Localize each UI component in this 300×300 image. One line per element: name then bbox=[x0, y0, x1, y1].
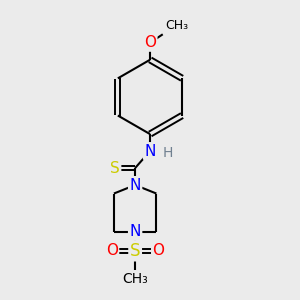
Text: CH₃: CH₃ bbox=[122, 272, 148, 286]
Text: N: N bbox=[130, 178, 141, 193]
Text: H: H bbox=[163, 146, 173, 160]
Text: O: O bbox=[106, 243, 118, 258]
Text: N: N bbox=[130, 224, 141, 239]
Text: S: S bbox=[130, 242, 140, 260]
Text: CH₃: CH₃ bbox=[165, 19, 188, 32]
Text: O: O bbox=[144, 35, 156, 50]
Text: N: N bbox=[144, 144, 156, 159]
Text: S: S bbox=[110, 160, 120, 175]
Text: O: O bbox=[152, 243, 164, 258]
